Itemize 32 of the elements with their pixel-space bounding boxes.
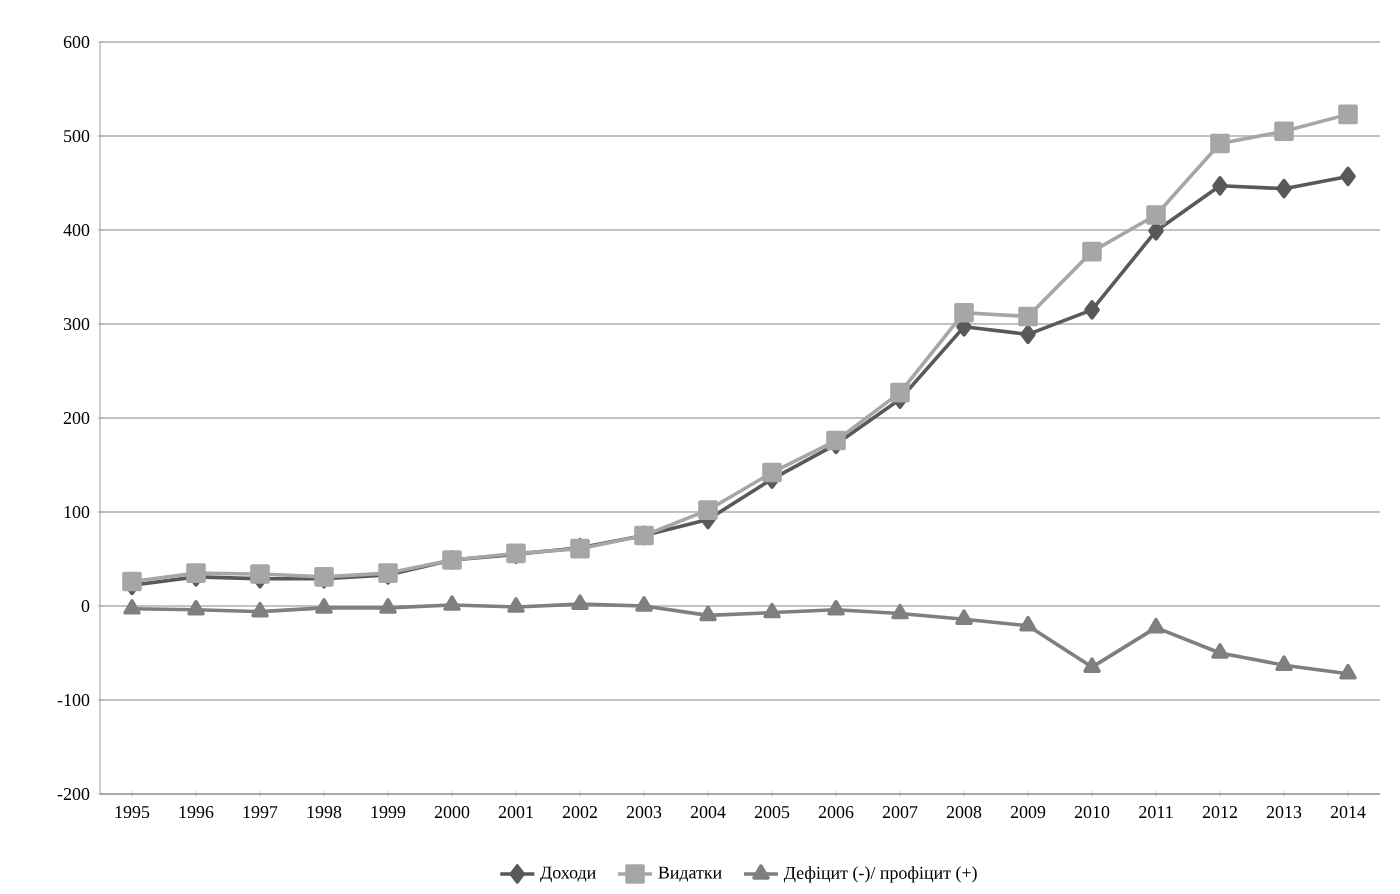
- x-tick-label: 2007: [882, 806, 918, 819]
- x-tick-label: 2004: [690, 806, 726, 819]
- legend-label: Доходи: [540, 866, 596, 883]
- x-tick-label: 2011: [1139, 806, 1173, 819]
- x-tick-label: 2001: [498, 806, 533, 819]
- x-tick-label: 2005: [754, 806, 790, 819]
- x-tick-label: 1998: [307, 806, 342, 819]
- x-tick-label: 2006: [818, 806, 854, 819]
- x-tick-label: 2012: [1202, 806, 1237, 819]
- y-tick-label: 500: [64, 129, 90, 143]
- y-tick-label: -200: [57, 787, 90, 801]
- y-tick-label: 200: [63, 411, 90, 425]
- y-tick-label: 600: [63, 35, 90, 49]
- x-tick-label: 1999: [371, 806, 406, 819]
- x-tick-label: 1995: [115, 806, 150, 819]
- x-tick-label: 1996: [179, 806, 214, 819]
- x-tick-label: 2002: [562, 806, 597, 819]
- x-tick-label: 1997: [243, 806, 278, 819]
- legend-label: Дефіцит (-)/ профіцит (+): [783, 866, 977, 883]
- x-tick-label: 2008: [946, 806, 982, 819]
- x-tick-label: 2010: [1074, 806, 1110, 819]
- y-tick-label: 400: [63, 223, 90, 237]
- y-tick-label: 300: [63, 317, 90, 331]
- y-tick-label: -100: [57, 693, 90, 707]
- x-tick-label: 2014: [1330, 806, 1366, 819]
- y-tick-label: 100: [64, 505, 90, 519]
- legend-label: Видатки: [658, 866, 722, 882]
- x-tick-label: 2003: [626, 806, 662, 819]
- x-tick-label: 2000: [434, 806, 470, 819]
- x-tick-label: 2013: [1266, 806, 1302, 819]
- y-tick-label: 0: [81, 599, 90, 613]
- x-tick-label: 2009: [1010, 806, 1046, 819]
